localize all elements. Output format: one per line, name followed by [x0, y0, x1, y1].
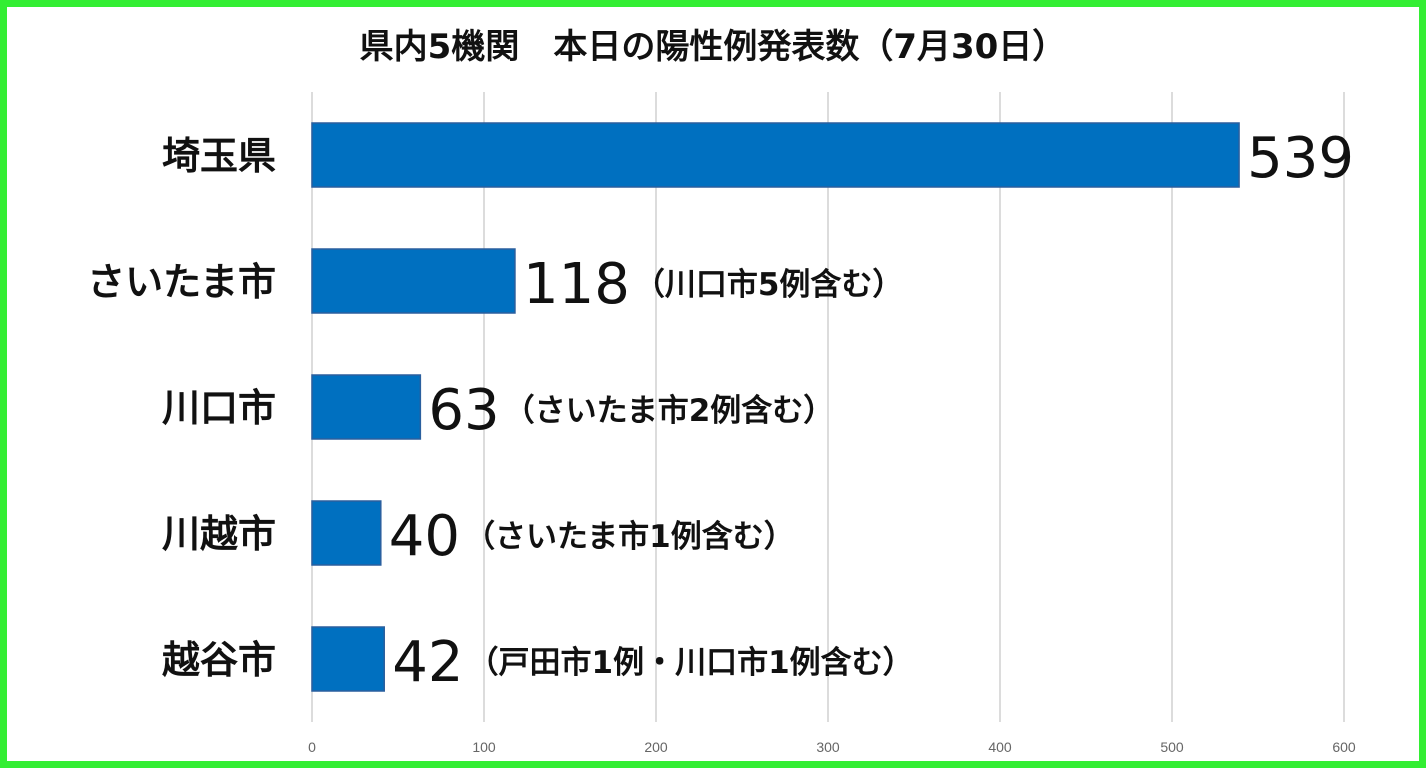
x-tick-label: 100 [472, 739, 496, 755]
x-tick-label: 0 [308, 739, 316, 755]
bar [311, 248, 516, 314]
x-tick-label: 300 [816, 739, 840, 755]
chart-title: 県内5機関 本日の陽性例発表数（7月30日） [360, 27, 1067, 67]
bar [311, 500, 382, 566]
data-label: 118 [523, 252, 630, 317]
x-tick-label: 500 [1160, 739, 1184, 755]
bar [311, 374, 422, 440]
category-label: 埼玉県 [162, 134, 276, 178]
data-label: 539 [1247, 126, 1354, 191]
bar [311, 626, 385, 692]
annotation-label: （さいたま市1例含む） [464, 519, 795, 555]
x-tick-label: 200 [644, 739, 668, 755]
bars [311, 122, 1240, 692]
data-label: 40 [389, 504, 460, 569]
x-axis-ticks: 0 100 200 300 400 500 600 [308, 739, 1356, 755]
x-tick-label: 400 [988, 739, 1012, 755]
x-tick-label: 600 [1332, 739, 1356, 755]
data-label: 42 [392, 630, 463, 695]
annotation-label: （川口市5例含む） [634, 267, 904, 303]
grid-lines [311, 92, 1345, 722]
category-label: 越谷市 [162, 638, 276, 682]
annotation-label: （さいたま市2例含む） [504, 393, 835, 429]
data-label: 63 [428, 378, 499, 443]
category-label: さいたま市 [87, 260, 276, 304]
labels: 埼玉県 539 さいたま市 118 （川口市5例含む） 川口市 63 （さいたま市2例含む） 川… [87, 126, 1354, 695]
annotation-label: （戸田市1例・川口市1例含む） [468, 645, 914, 681]
category-label: 川越市 [162, 512, 276, 556]
bar [311, 122, 1240, 188]
category-label: 川口市 [162, 386, 276, 430]
